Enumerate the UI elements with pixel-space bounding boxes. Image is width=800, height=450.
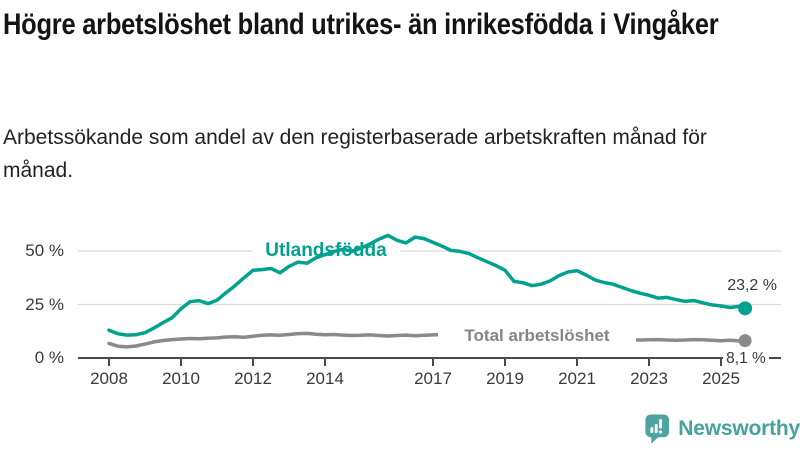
x-axis-label: 2008 (90, 369, 128, 388)
x-axis-label: 2021 (558, 369, 596, 388)
end-value-label-utlandsfodda: 23,2 % (727, 277, 777, 294)
page-title: Högre arbetslöshet bland utrikes- än inr… (3, 8, 719, 41)
series-label-utlandsfodda: Utlandsfödda (265, 240, 387, 261)
logo-text: Newsworthy (678, 417, 800, 440)
y-axis-label: 0 % (34, 348, 64, 367)
x-axis-label: 2019 (486, 369, 524, 388)
x-axis-label: 2017 (414, 369, 452, 388)
series-line-utlandsfodda (107, 233, 747, 337)
x-axis-label: 2025 (702, 369, 740, 388)
x-axis-label: 2014 (306, 369, 344, 388)
x-axis-label: 2023 (630, 369, 668, 388)
newsworthy-chart-bubble-icon (645, 414, 670, 444)
end-dot-utlandsfodda (738, 301, 753, 316)
newsworthy-logo: Newsworthy (644, 412, 800, 446)
x-axis-label: 2012 (234, 369, 272, 388)
x-axis-label: 2010 (162, 369, 200, 388)
y-axis-label: 25 % (25, 294, 64, 314)
end-value-label-total: 8,1 % (723, 350, 769, 368)
y-axis-label: 50 % (25, 241, 64, 260)
series-label-total-arbetsloshet: Total arbetslöshet (438, 326, 636, 346)
page-subtitle: Arbetssökande som andel av den registerb… (3, 126, 707, 182)
end-dot-total (738, 334, 752, 348)
series-line-total (107, 331, 747, 349)
